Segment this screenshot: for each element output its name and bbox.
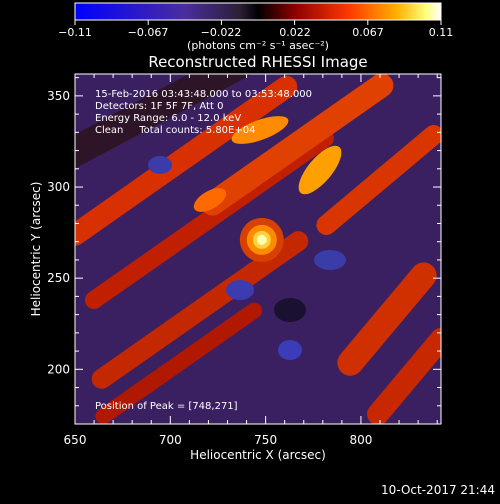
x-tick-label: 700 [159,433,182,447]
axis-tick-labels: 650 700 750 800 200 250 300 350 [47,89,372,447]
x-tick-label: 750 [254,433,277,447]
heatmap-feature [91,231,309,389]
colorbar-unit-label: (photons cm⁻² s⁻¹ asec⁻²) [187,39,329,52]
plot-frame [74,73,442,425]
heatmap-feature [278,340,302,360]
colorbar-tick-label: 0.022 [279,26,311,39]
heatmap-feature [95,302,263,424]
heatmap-feature [337,262,437,376]
colorbar-tick-label: −0.067 [128,26,169,39]
colorbar-tick-label: −0.11 [58,26,92,39]
heatmap-feature [193,188,227,212]
heatmap-feature [367,328,441,424]
peak-position-label: Position of Peak = [748,271] [95,401,238,412]
colorbar-ticks [74,20,442,25]
heatmap-image [75,74,441,424]
heatmap-feature [75,75,298,246]
axis-ticks [74,74,441,424]
y-tick-label: 200 [47,362,70,376]
colorbar-tick-labels: −0.11 −0.067 −0.022 0.022 0.067 0.11 [58,26,453,39]
chart-title: Reconstructed RHESSI Image [148,53,367,71]
heatmap-feature [148,156,172,174]
x-tick-label: 650 [64,433,87,447]
heatmap-feature [200,74,394,216]
heatmap-feature [75,74,384,202]
heatmap-feature [298,145,342,195]
heatmap-feature [226,280,254,300]
colorbar-tick-label: 0.11 [429,26,454,39]
colorbar-tick-label: −0.022 [201,26,242,39]
peak-source-core [256,234,267,245]
y-axis-label: Heliocentric Y (arcsec) [29,182,43,317]
colorbar-tick-label: 0.067 [352,26,384,39]
footer-timestamp: 10-Oct-2017 21:44 [381,483,495,497]
y-tick-label: 300 [47,180,70,194]
y-tick-label: 250 [47,271,70,285]
annotation-energy: Energy Range: 6.0 - 12.0 keV [95,113,241,124]
annotation-time-range: 15-Feb-2016 03:43:48.000 to 03:53:48.000 [95,89,312,100]
x-axis-label: Heliocentric X (arcsec) [190,448,326,462]
heatmap-features [75,74,441,424]
y-tick-label: 350 [47,89,70,103]
x-tick-label: 800 [349,433,372,447]
heatmap-feature [231,116,289,144]
heatmap-feature [274,298,306,322]
heatmap-feature [316,125,441,235]
colorbar [74,2,442,21]
annotation-detectors: Detectors: 1F 5F 7F, Att 0 [95,101,223,112]
annotation-clean: Clean Total counts: 5.80E+04 [95,125,255,136]
heatmap-feature [314,250,346,270]
